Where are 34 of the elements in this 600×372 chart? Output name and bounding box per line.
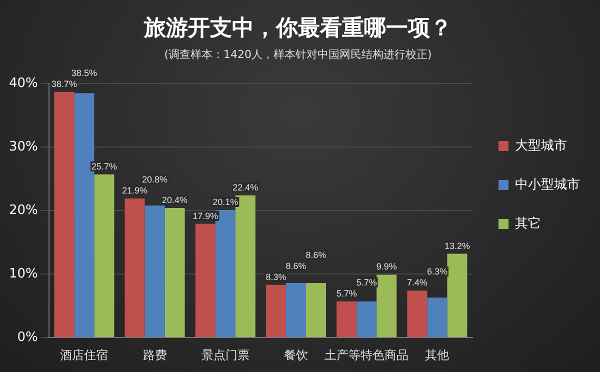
y-tick-label: 30% bbox=[8, 139, 38, 154]
y-tick-label: 10% bbox=[8, 266, 38, 282]
data-label: 13.2% bbox=[444, 240, 470, 251]
data-label: 21.9% bbox=[122, 186, 148, 196]
x-tick-label: 其他 bbox=[425, 348, 450, 362]
chart-title: 旅游开支中，你最看重哪一项？ bbox=[143, 16, 452, 41]
data-label: 8.6% bbox=[306, 250, 326, 260]
data-label: 25.7% bbox=[91, 161, 117, 172]
legend-label: 中小型城市 bbox=[515, 177, 580, 192]
chart-subtitle: (调查样本：1420人，样本针对中国网民结构进行校正) bbox=[164, 48, 432, 61]
legend-label: 其它 bbox=[515, 215, 541, 232]
y-tick-label: 20% bbox=[8, 202, 38, 218]
data-label: 8.6% bbox=[286, 260, 306, 271]
x-tick-label: 土产等特色商品 bbox=[324, 348, 409, 362]
x-tick-label: 酒店住宿 bbox=[60, 348, 108, 362]
data-label: 7.4% bbox=[406, 278, 428, 288]
data-label: 5.7% bbox=[356, 277, 377, 288]
y-tick-label: 0% bbox=[17, 330, 38, 345]
x-tick-label: 路费 bbox=[142, 348, 167, 362]
x-tick-label: 景点门票 bbox=[201, 348, 250, 362]
data-label: 38.7% bbox=[51, 78, 77, 89]
data-label: 20.4% bbox=[162, 195, 188, 206]
data-label: 6.3% bbox=[426, 266, 448, 277]
data-label: 38.5% bbox=[71, 68, 97, 78]
data-label: 9.9% bbox=[376, 262, 397, 272]
y-tick-label: 40% bbox=[8, 76, 38, 91]
data-label: 20.8% bbox=[142, 174, 168, 185]
data-label: 22.4% bbox=[232, 182, 258, 192]
data-label: 5.7% bbox=[336, 288, 357, 298]
data-label: 20.1% bbox=[212, 196, 238, 207]
legend-label: 大型城市 bbox=[515, 138, 567, 154]
data-label: 8.3% bbox=[266, 272, 286, 282]
data-label: 17.9% bbox=[192, 210, 218, 221]
x-tick-label: 餐饮 bbox=[284, 348, 308, 362]
